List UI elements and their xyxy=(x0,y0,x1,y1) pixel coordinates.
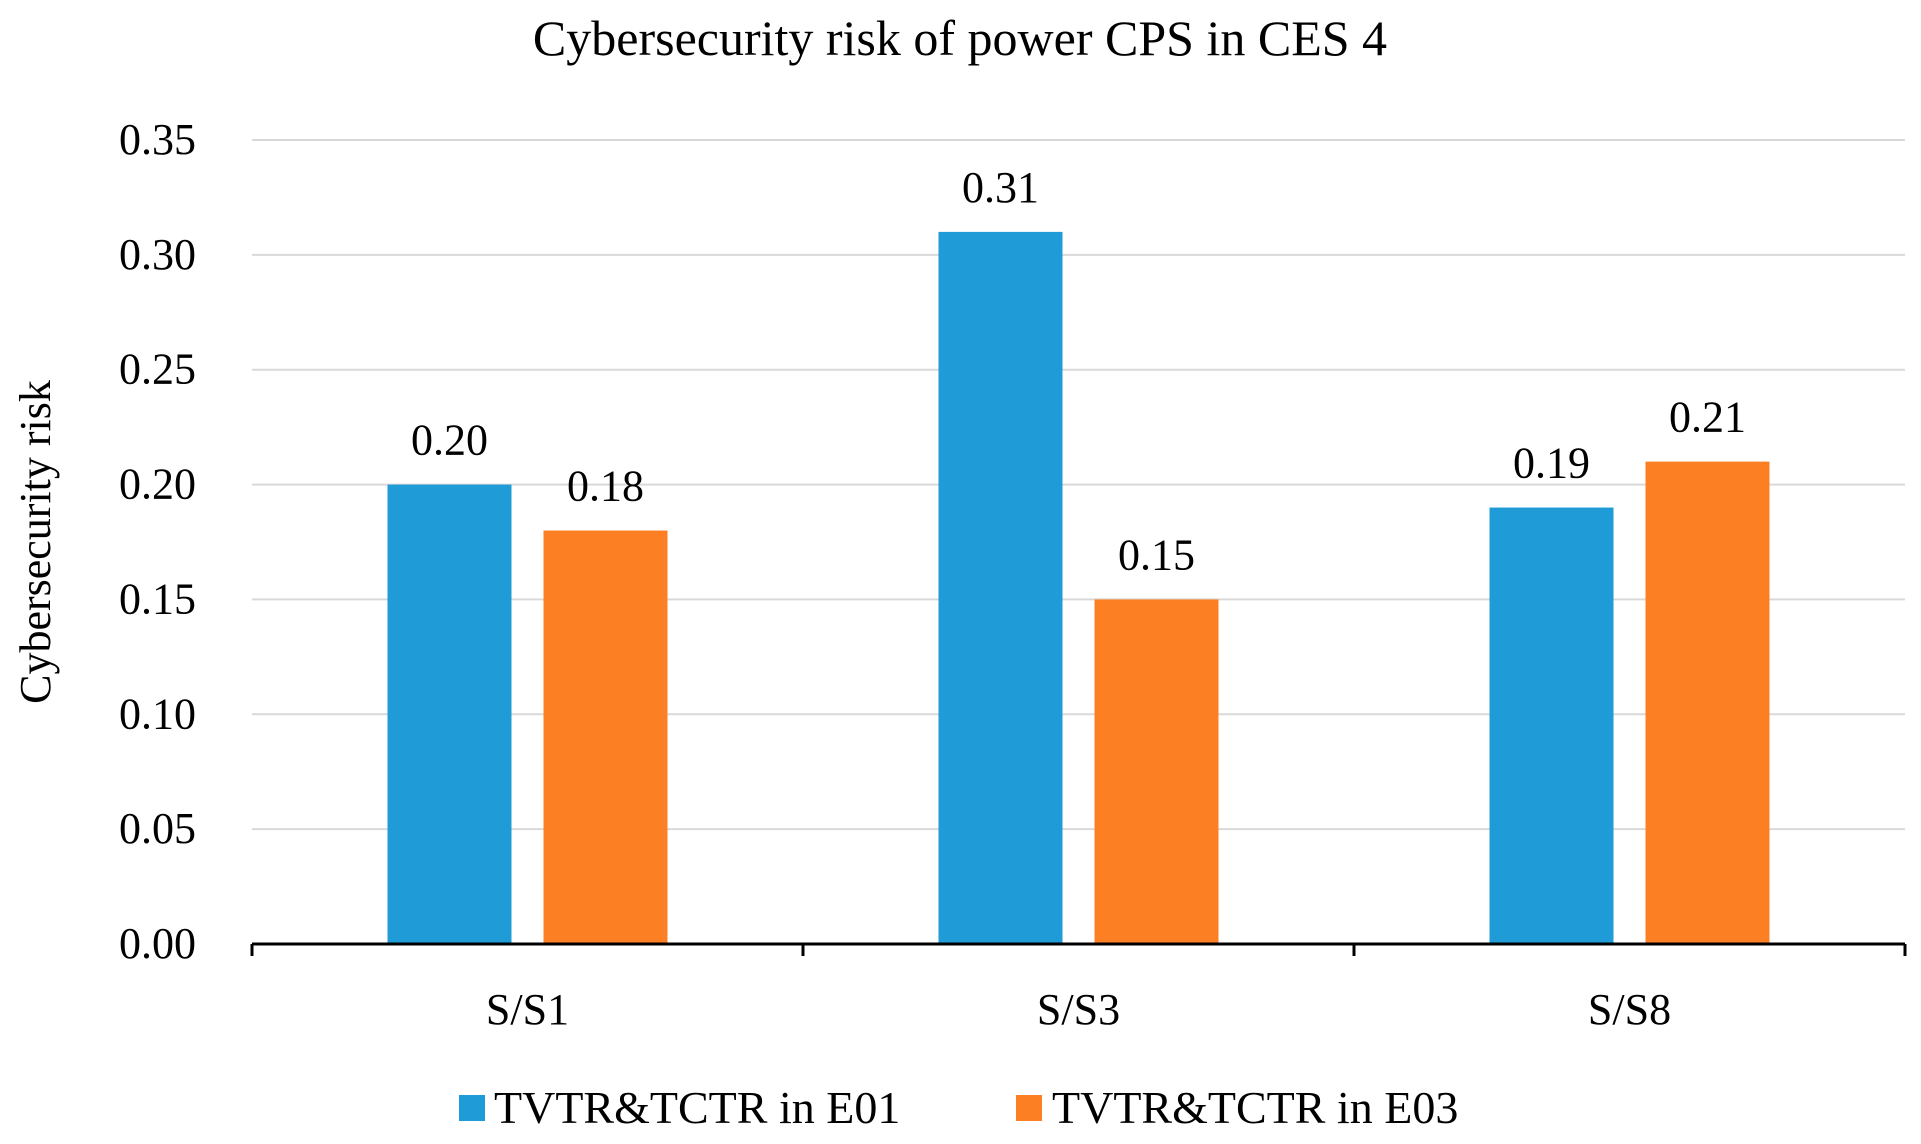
data-label: 0.31 xyxy=(962,163,1039,212)
y-tick-label: 0.30 xyxy=(119,230,196,279)
x-tick-label: S/S3 xyxy=(1037,985,1120,1034)
legend-swatch xyxy=(1016,1095,1042,1121)
legend: TVTR&TCTR in E01 TVTR&TCTR in E03 xyxy=(459,1082,1458,1133)
y-axis-ticks: 0.00 0.05 0.10 0.15 0.20 0.25 0.30 0.35 xyxy=(119,115,196,968)
data-label: 0.19 xyxy=(1513,439,1590,488)
y-tick-label: 0.05 xyxy=(119,804,196,853)
gridlines xyxy=(252,139,1905,831)
y-tick-label: 0.20 xyxy=(119,460,196,509)
x-axis-ticks: S/S1 S/S3 S/S8 xyxy=(486,985,1671,1034)
bar xyxy=(1645,461,1770,944)
legend-swatch xyxy=(459,1095,485,1121)
y-tick-label: 0.10 xyxy=(119,689,196,738)
bar xyxy=(387,484,512,944)
chart-title: Cybersecurity risk of power CPS in CES 4 xyxy=(533,10,1387,66)
legend-label: TVTR&TCTR in E03 xyxy=(1052,1082,1458,1133)
bar xyxy=(1094,599,1219,944)
data-label: 0.20 xyxy=(411,416,488,465)
data-label: 0.21 xyxy=(1669,393,1746,442)
y-tick-label: 0.25 xyxy=(119,345,196,394)
y-tick-label: 0.35 xyxy=(119,115,196,164)
data-label: 0.15 xyxy=(1118,530,1195,579)
x-axis xyxy=(250,942,1907,956)
bars xyxy=(387,231,1770,944)
y-tick-label: 0.00 xyxy=(119,919,196,968)
x-tick-label: S/S8 xyxy=(1588,985,1671,1034)
bar xyxy=(543,530,668,944)
legend-label: TVTR&TCTR in E01 xyxy=(494,1082,900,1133)
y-axis-label: Cybersecurity risk xyxy=(11,380,60,704)
bar xyxy=(1489,507,1614,944)
bar xyxy=(938,231,1063,944)
y-tick-label: 0.15 xyxy=(119,574,196,623)
x-tick-label: S/S1 xyxy=(486,985,569,1034)
data-labels: 0.20 0.18 0.31 0.15 0.19 0.21 xyxy=(411,163,1746,580)
data-label: 0.18 xyxy=(567,462,644,511)
